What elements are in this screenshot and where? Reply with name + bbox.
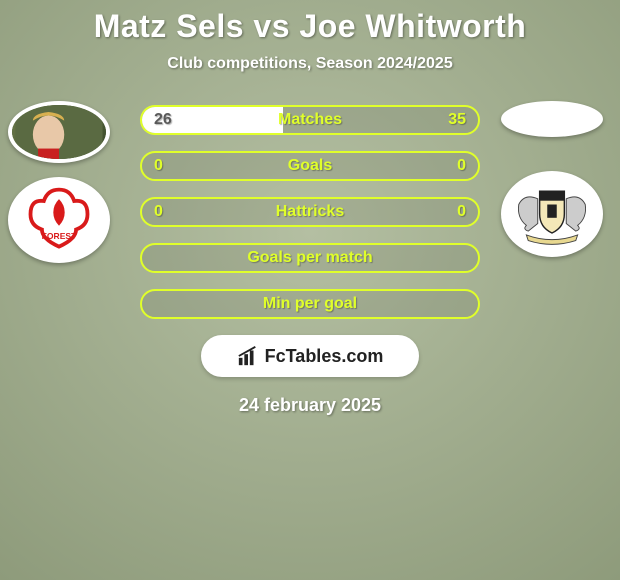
stat-row-min-per-goal: Min per goal (140, 289, 480, 319)
stat-value-right: 35 (448, 111, 466, 129)
right-club-badge (501, 171, 603, 257)
stat-label: Hattricks (142, 203, 478, 221)
stat-row-goals: 0 Goals 0 (140, 151, 480, 181)
main-area: FOREST (0, 101, 620, 416)
left-player-avatar (8, 101, 110, 163)
left-player-column: FOREST (8, 101, 128, 263)
stat-label: Goals per match (142, 249, 478, 267)
stat-row-goals-per-match: Goals per match (140, 243, 480, 273)
right-player-column (492, 101, 612, 257)
stat-label: Min per goal (142, 295, 478, 313)
stat-value-right: 0 (457, 157, 466, 175)
page-title: Matz Sels vs Joe Whitworth (0, 0, 620, 45)
stat-label: Goals (142, 157, 478, 175)
stat-value-right: 0 (457, 203, 466, 221)
infographic-root: Matz Sels vs Joe Whitworth Club competit… (0, 0, 620, 580)
bar-chart-icon (237, 345, 259, 367)
stat-label: Matches (142, 111, 478, 129)
stats-block: 26 Matches 35 0 Goals 0 0 Hattricks 0 (140, 101, 480, 416)
page-subtitle: Club competitions, Season 2024/2025 (0, 55, 620, 73)
stat-row-matches: 26 Matches 35 (140, 105, 480, 135)
right-player-avatar (501, 101, 603, 137)
left-club-badge: FOREST (8, 177, 110, 263)
footer-date: 24 february 2025 (140, 395, 480, 416)
brand-pill: FcTables.com (201, 335, 419, 377)
stat-row-hattricks: 0 Hattricks 0 (140, 197, 480, 227)
svg-text:FOREST: FOREST (42, 231, 77, 241)
brand-text: FcTables.com (265, 346, 384, 367)
